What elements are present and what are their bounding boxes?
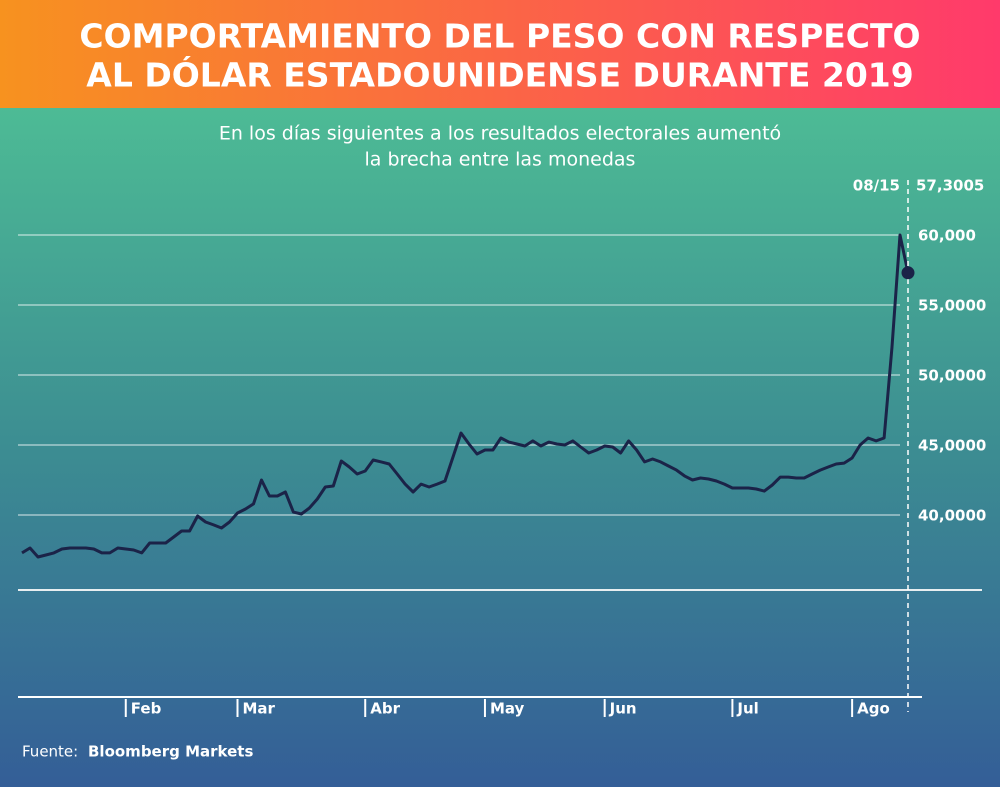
source-name: Bloomberg Markets [88,743,253,761]
title: AL DÓLAR ESTADOUNIDENSE DURANTE 2019 [86,55,913,95]
annotation-value: 57,3005 [916,177,984,195]
header [0,0,1000,108]
subtitle: En los días siguientes a los resultados … [219,123,781,145]
title: COMPORTAMIENTO DEL PESO CON RESPECTO [79,17,920,56]
y-tick-label: 60,000 [918,227,976,245]
x-tick-label: May [490,700,525,718]
price-line [21,233,910,559]
annotation-date: 08/15 [853,177,900,195]
marker-dot [901,266,915,280]
x-tick-label: Feb [131,700,162,718]
y-tick-label: 55,0000 [918,297,986,315]
x-tick-label: Mar [243,700,276,718]
y-tick-label: 45,0000 [918,437,986,455]
x-tick-label: Abr [370,700,400,718]
x-tick-label: Jun [609,700,637,718]
y-tick-label: 50,0000 [918,367,986,385]
source-label: Fuente: [22,743,78,761]
x-tick-label: Ago [857,700,890,718]
y-tick-label: 40,0000 [918,507,986,525]
x-tick-label: Jul [736,700,758,718]
subtitle: la brecha entre las monedas [365,149,636,171]
background [0,108,1000,787]
